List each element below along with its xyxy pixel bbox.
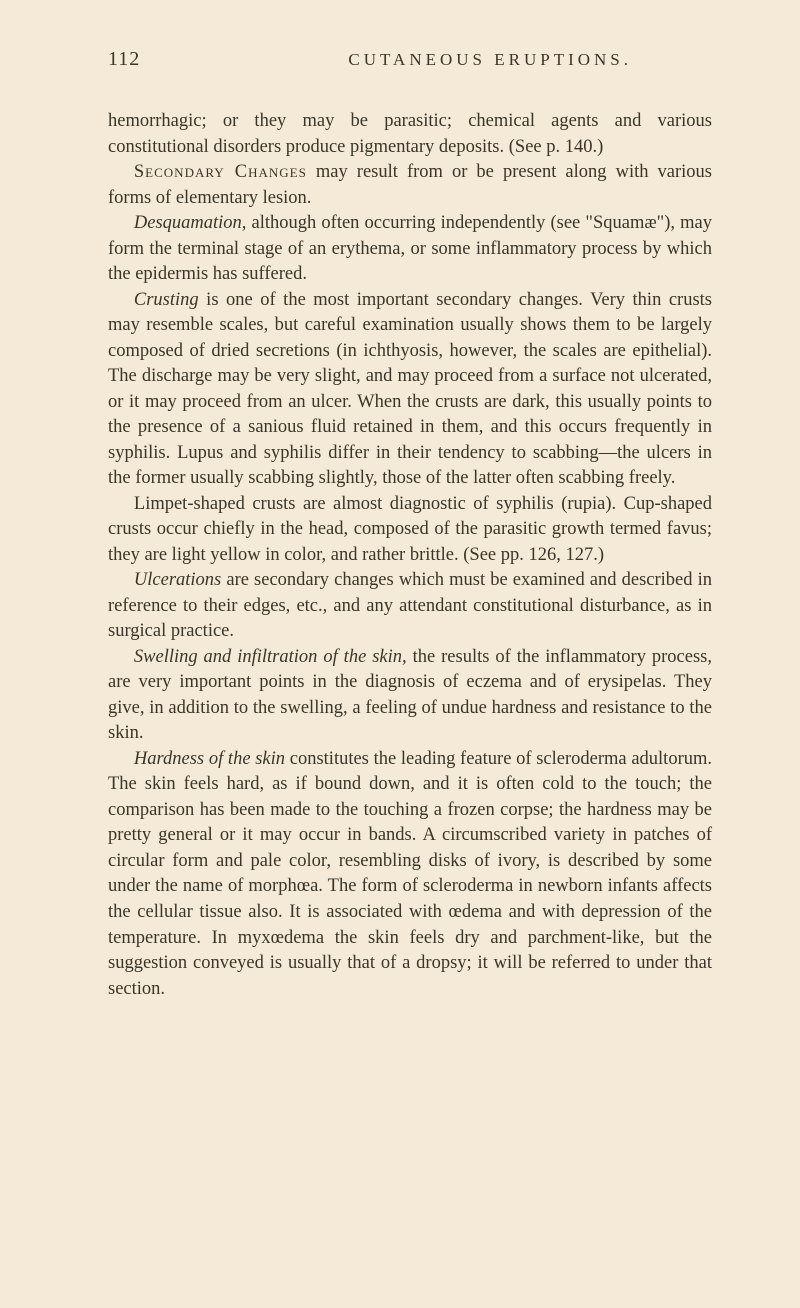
para6-lead: Ulcerations [134, 570, 221, 590]
paragraph-7: Swelling and infiltration of the skin, t… [108, 645, 712, 747]
para8-rest: constitutes the leading feature of scler… [108, 749, 712, 999]
paragraph-1: hemorrhagic; or they may be parasitic; c… [108, 109, 712, 160]
para4-lead: Crusting [134, 290, 199, 310]
para7-lead: Swelling and infiltration of the skin, [134, 647, 407, 667]
page-header: 112 CUTANEOUS ERUPTIONS. [108, 48, 712, 71]
paragraph-8: Hardness of the skin constitutes the lea… [108, 747, 712, 1002]
para8-lead: Hardness of the skin [134, 749, 285, 769]
para3-lead: Desquamation, [134, 213, 247, 233]
body-text: hemorrhagic; or they may be parasitic; c… [108, 109, 712, 1002]
para4-rest: is one of the most important secondary c… [108, 290, 712, 489]
paragraph-4: Crusting is one of the most important se… [108, 288, 712, 492]
para1-text: hemorrhagic; or they may be parasitic; c… [108, 111, 712, 157]
paragraph-6: Ulcerations are secondary changes which … [108, 568, 712, 645]
paragraph-5: Limpet-shaped crusts are almost diagnost… [108, 492, 712, 569]
para5-text: Limpet-shaped crusts are almost diagnost… [108, 494, 712, 565]
running-title: CUTANEOUS ERUPTIONS. [348, 50, 632, 70]
paragraph-3: Desquamation, although often occurring i… [108, 211, 712, 288]
paragraph-2: Secondary Changes may result from or be … [108, 160, 712, 211]
para2-lead: Secondary Changes [134, 162, 307, 182]
page-number: 112 [108, 48, 140, 71]
